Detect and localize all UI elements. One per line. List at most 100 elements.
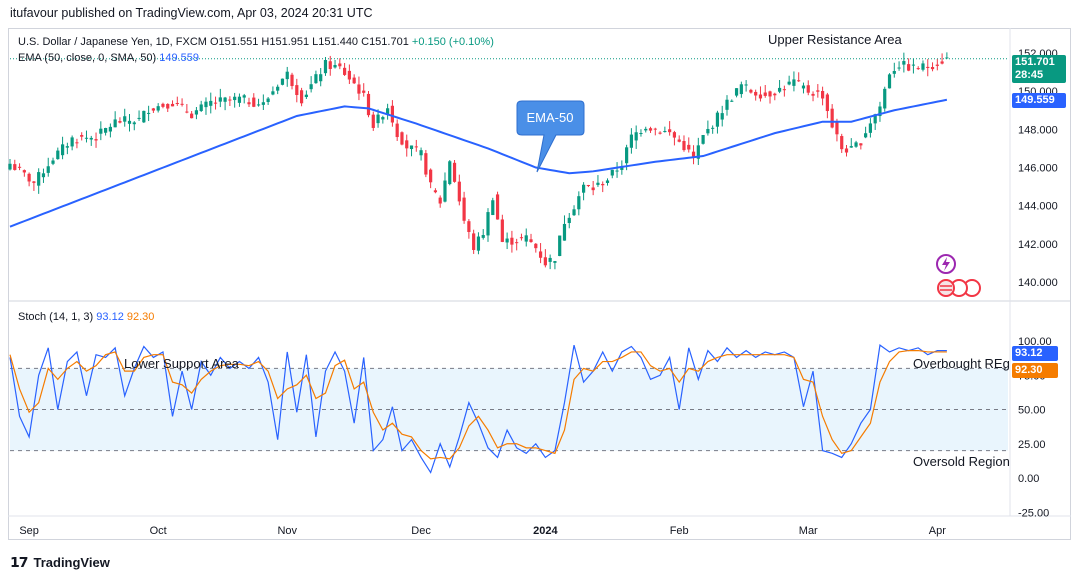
candle-body — [166, 103, 170, 109]
candle-body — [70, 137, 74, 147]
candle-body — [89, 137, 93, 140]
candle-body — [763, 92, 767, 96]
candle-body — [104, 127, 108, 133]
candle-body — [658, 132, 662, 134]
candle-body — [233, 96, 237, 101]
candle-body — [758, 94, 763, 99]
candle-body — [897, 67, 901, 69]
candle-body — [37, 172, 41, 186]
stoch-legend-label: Stoch (14, 1, 3) — [18, 311, 94, 323]
candle-body — [290, 74, 294, 87]
price-axis-tick: 140.000 — [1018, 277, 1058, 289]
lightning-glyph-icon — [942, 257, 950, 271]
candle-body — [75, 142, 79, 144]
candle-body — [538, 251, 543, 258]
ema-callout-bubble — [516, 100, 585, 173]
candle-body — [419, 150, 423, 156]
candle-body — [151, 108, 155, 111]
candle-body — [32, 181, 36, 183]
ohlc-low: L151.440 — [312, 36, 359, 48]
candle-body — [854, 142, 858, 147]
ema-legend-value: 149.559 — [159, 52, 199, 64]
stoch-d-line — [9, 349, 947, 460]
candle-body — [792, 79, 796, 86]
candle-body — [13, 164, 17, 170]
candle-body — [8, 163, 12, 170]
footer-branding[interactable]: 𝟭𝟳 TradingView — [10, 554, 110, 571]
candle-body — [830, 108, 834, 128]
candle-body — [835, 122, 839, 135]
candle-body — [242, 95, 246, 98]
candle-body — [500, 219, 504, 242]
candle-body — [682, 141, 686, 151]
candle-body — [878, 106, 882, 117]
candle-body — [381, 117, 385, 120]
stoch-d-tag: 92.30 — [1012, 363, 1058, 378]
candle-body — [648, 128, 653, 131]
candle-body — [371, 114, 375, 128]
candle-body — [405, 140, 409, 149]
candle-body — [261, 102, 265, 105]
candle-body — [147, 112, 151, 114]
candle-body — [615, 170, 619, 172]
upper-resistance-label: Upper Resistance Area — [768, 32, 902, 47]
candle-body — [491, 200, 495, 216]
ohlc-open: O151.551 — [210, 36, 259, 48]
candle-body — [433, 190, 438, 193]
candle-body — [204, 101, 208, 108]
candle-body — [185, 111, 189, 113]
candle-body — [366, 93, 371, 116]
candle-body — [304, 94, 308, 98]
candle-body — [644, 128, 648, 131]
candle-body — [400, 132, 404, 145]
candle-body — [534, 243, 538, 249]
candle-body — [844, 148, 849, 153]
candle-body — [797, 80, 801, 82]
chart-frame — [8, 28, 1071, 540]
candle-body — [218, 97, 222, 102]
ema-callout-label: EMA-50 — [527, 110, 574, 125]
candle-body — [864, 133, 868, 138]
candle-body — [801, 85, 806, 89]
candle-body — [84, 137, 89, 139]
candle-body — [672, 132, 677, 138]
candle-body — [711, 127, 715, 129]
candle-body — [926, 66, 930, 68]
candle-body — [362, 90, 366, 93]
stoch-d-value: 92.30 — [126, 311, 155, 323]
last-price-value: 151.701 — [1015, 56, 1055, 68]
candle-body — [266, 98, 270, 103]
candle-body — [99, 128, 103, 134]
stoch-axis-tick: 100.00 — [1018, 336, 1052, 348]
candle-body — [567, 217, 571, 224]
candle-body — [452, 162, 457, 182]
candle-body — [586, 185, 590, 187]
candle-body — [916, 68, 920, 70]
bar-countdown: 28:45 — [1015, 69, 1044, 81]
candle-body — [562, 223, 567, 241]
candle-body — [739, 84, 743, 95]
candle-body — [247, 102, 251, 105]
candle-body — [543, 257, 547, 266]
candle-body — [768, 91, 772, 97]
price-axis-tick: 144.000 — [1018, 201, 1058, 213]
candle-body — [223, 97, 227, 102]
candle-body — [935, 64, 939, 66]
candle-body — [515, 242, 519, 244]
candle-body — [601, 183, 605, 186]
candle-body — [295, 85, 299, 95]
candle-body — [620, 166, 624, 170]
candle-body — [806, 85, 810, 93]
us-flag-icon — [937, 279, 955, 297]
candle-body — [175, 102, 179, 104]
candle-body — [409, 145, 414, 150]
candle-body — [653, 128, 657, 130]
candle-body — [127, 120, 132, 124]
candle-body — [118, 121, 122, 123]
time-axis-tick: Nov — [277, 525, 297, 537]
candle-body — [448, 161, 452, 185]
candle-body — [319, 74, 323, 82]
candle-body — [787, 81, 791, 85]
candle-body — [60, 144, 65, 156]
